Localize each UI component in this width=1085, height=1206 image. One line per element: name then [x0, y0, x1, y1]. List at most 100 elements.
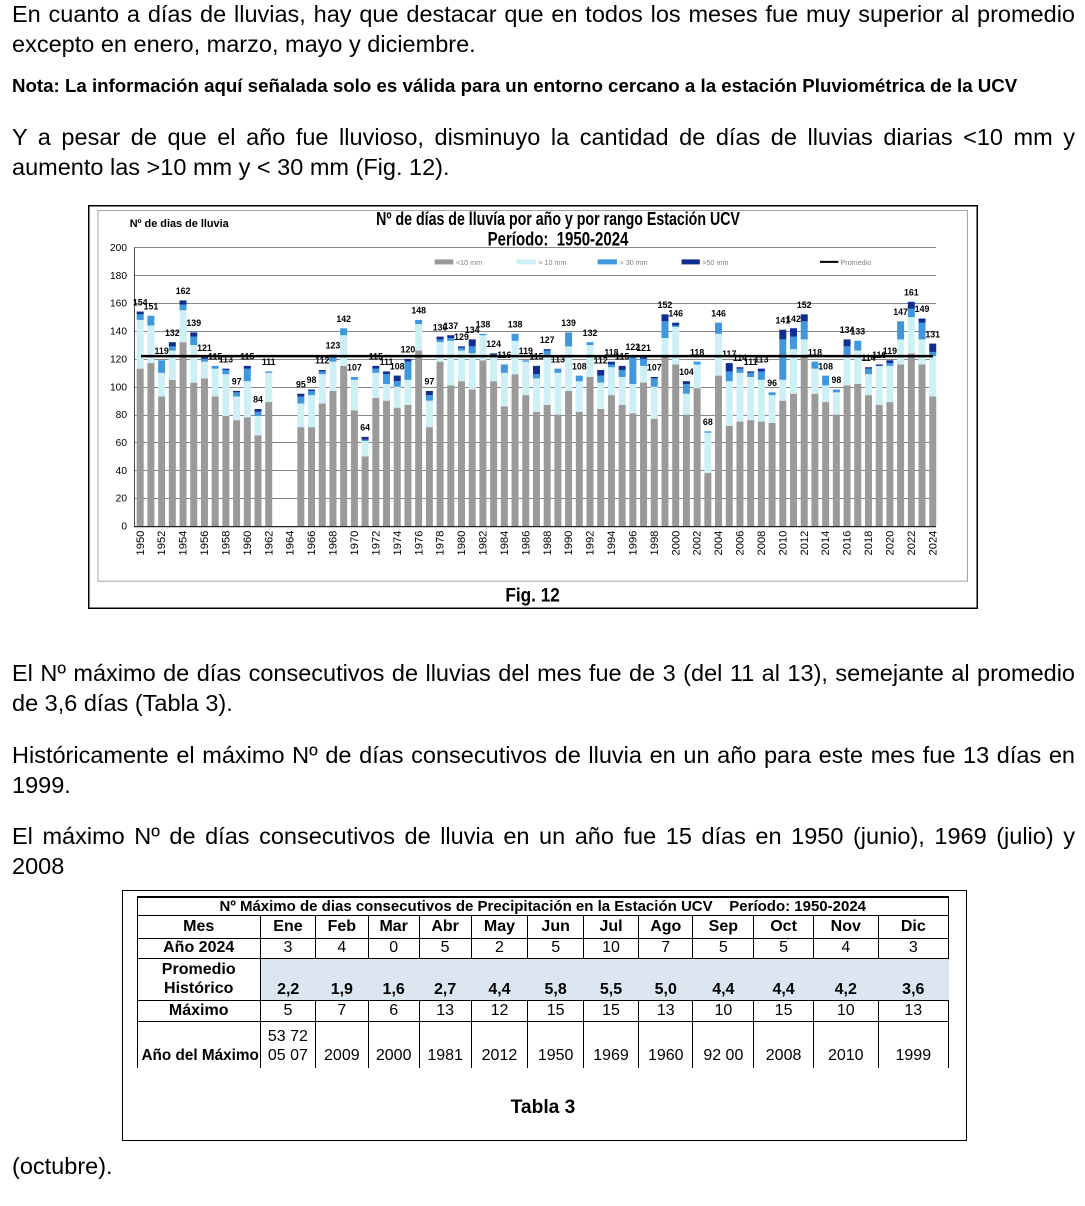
svg-text:1980: 1980: [456, 531, 468, 556]
svg-text:1984: 1984: [499, 531, 511, 556]
svg-text:1978: 1978: [435, 531, 447, 556]
svg-text:160: 160: [110, 299, 127, 310]
svg-text:127: 127: [540, 335, 555, 345]
svg-text:132: 132: [165, 328, 180, 338]
svg-text:1958: 1958: [220, 531, 232, 556]
svg-text:134: 134: [840, 325, 855, 335]
svg-text:1990: 1990: [563, 531, 575, 556]
svg-text:113: 113: [754, 354, 768, 364]
svg-text:133: 133: [850, 327, 865, 337]
svg-text:121: 121: [197, 343, 212, 353]
svg-text:118: 118: [604, 347, 618, 357]
svg-text:118: 118: [808, 347, 822, 357]
svg-text:1996: 1996: [627, 531, 639, 556]
svg-text:2000: 2000: [670, 531, 682, 556]
svg-text:162: 162: [176, 286, 191, 296]
svg-text:129: 129: [454, 332, 469, 342]
svg-text:137: 137: [443, 321, 458, 331]
svg-text:111: 111: [744, 357, 758, 367]
svg-text:95: 95: [296, 379, 306, 389]
svg-text:132: 132: [583, 328, 598, 338]
svg-text:2006: 2006: [735, 531, 747, 556]
svg-text:1970: 1970: [349, 531, 361, 556]
svg-text:107: 107: [647, 363, 662, 373]
svg-text:1982: 1982: [478, 531, 490, 556]
svg-text:2010: 2010: [777, 531, 789, 556]
svg-text:1994: 1994: [606, 531, 618, 556]
svg-text:104: 104: [679, 367, 694, 377]
svg-text:2016: 2016: [842, 531, 854, 556]
svg-text:108: 108: [390, 361, 405, 371]
svg-text:113: 113: [551, 354, 565, 364]
svg-text:1998: 1998: [649, 531, 661, 556]
svg-text:84: 84: [253, 395, 263, 405]
svg-text:Nº de dias de lluvia: Nº de dias de lluvia: [130, 218, 230, 230]
svg-text:114: 114: [733, 353, 747, 363]
svg-text:2008: 2008: [756, 531, 768, 556]
svg-text:1968: 1968: [328, 531, 340, 556]
svg-text:154: 154: [133, 297, 148, 307]
svg-text:139: 139: [186, 318, 201, 328]
svg-text:142: 142: [786, 314, 801, 324]
svg-text:119: 119: [155, 346, 169, 356]
svg-text:Nº de días de lluvía por año y: Nº de días de lluvía por año y por rango…: [376, 208, 740, 229]
svg-text:114: 114: [861, 353, 875, 363]
svg-text:139: 139: [561, 318, 576, 328]
svg-text:1992: 1992: [585, 531, 597, 556]
svg-text:151: 151: [144, 301, 159, 311]
svg-text:1974: 1974: [392, 531, 404, 556]
svg-text:149: 149: [915, 304, 930, 314]
svg-text:147: 147: [893, 307, 908, 317]
svg-text:111: 111: [380, 357, 394, 367]
svg-text:2002: 2002: [692, 531, 704, 556]
svg-text:2018: 2018: [863, 531, 875, 556]
svg-text:142: 142: [336, 314, 351, 324]
svg-text:64: 64: [360, 423, 370, 433]
svg-text:120: 120: [401, 345, 416, 355]
svg-text:97: 97: [232, 377, 242, 387]
svg-text:68: 68: [703, 417, 713, 427]
svg-text:146: 146: [668, 308, 683, 318]
svg-text:148: 148: [411, 306, 426, 316]
svg-text:113: 113: [219, 354, 233, 364]
svg-text:119: 119: [519, 346, 533, 356]
svg-text:1972: 1972: [370, 531, 382, 556]
svg-text:98: 98: [307, 375, 317, 385]
svg-text:117: 117: [722, 349, 736, 359]
svg-text:Promedio: Promedio: [841, 258, 872, 267]
svg-text:138: 138: [508, 320, 523, 330]
svg-text:100: 100: [110, 382, 127, 393]
svg-text:<10 mm: <10 mm: [456, 258, 482, 267]
svg-text:119: 119: [883, 346, 897, 356]
svg-text:108: 108: [818, 361, 833, 371]
svg-text:131: 131: [925, 329, 940, 339]
svg-text:161: 161: [904, 288, 919, 298]
svg-text:60: 60: [116, 438, 128, 449]
svg-text:98: 98: [831, 375, 841, 385]
svg-text:1950: 1950: [135, 531, 147, 556]
svg-text:136: 136: [433, 322, 448, 332]
svg-text:138: 138: [476, 320, 491, 330]
svg-text:146: 146: [711, 308, 726, 318]
svg-text:134: 134: [465, 325, 480, 335]
svg-text:2014: 2014: [820, 531, 832, 556]
svg-text:1986: 1986: [520, 531, 532, 556]
svg-text:152: 152: [797, 300, 812, 310]
svg-text:1954: 1954: [178, 531, 190, 556]
svg-text:97: 97: [424, 377, 434, 387]
svg-text:1956: 1956: [199, 531, 211, 556]
svg-text:2004: 2004: [713, 531, 725, 556]
svg-text:140: 140: [110, 327, 127, 338]
svg-text:107: 107: [347, 363, 362, 373]
svg-text:123: 123: [326, 340, 341, 350]
svg-text:1966: 1966: [306, 531, 318, 556]
svg-text:80: 80: [116, 410, 128, 421]
svg-text:2024: 2024: [927, 531, 939, 556]
svg-text:0: 0: [121, 522, 127, 533]
svg-text:20: 20: [116, 494, 128, 505]
svg-text:1962: 1962: [263, 531, 275, 556]
svg-text:>50 mm: >50 mm: [702, 258, 728, 267]
svg-text:112: 112: [594, 356, 608, 366]
svg-text:1976: 1976: [413, 531, 425, 556]
svg-text:1988: 1988: [542, 531, 554, 556]
